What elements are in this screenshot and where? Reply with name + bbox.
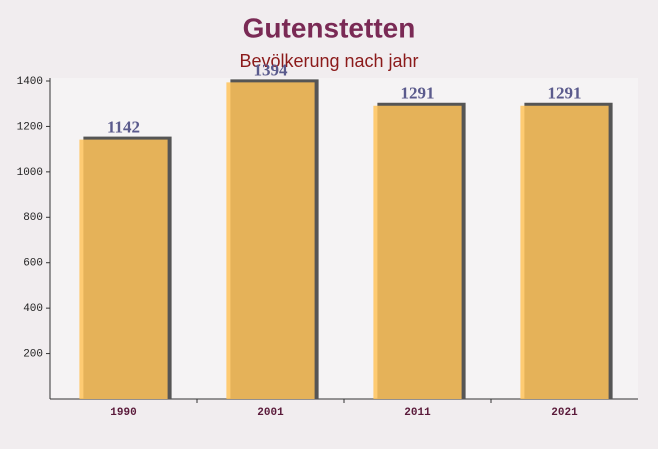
bar (226, 82, 315, 399)
value-label: 1142 (107, 118, 140, 137)
y-tick-label: 200 (23, 348, 43, 360)
chart-subtitle: Bevölkerung nach jahr (239, 51, 418, 71)
y-tick-label: 800 (23, 212, 43, 224)
x-tick-label: 2001 (257, 407, 284, 419)
x-tick-label: 1990 (110, 407, 136, 419)
x-tick-label: 2021 (551, 407, 578, 419)
bar (79, 139, 168, 400)
value-label: 1394 (254, 60, 289, 79)
value-label: 1291 (548, 84, 582, 103)
bar (373, 105, 462, 399)
y-tick-label: 600 (23, 258, 43, 270)
y-tick-label: 1400 (17, 76, 43, 88)
y-tick-label: 400 (23, 303, 43, 315)
y-tick-label: 1000 (17, 167, 43, 179)
y-tick-label: 1200 (17, 121, 43, 133)
bar (520, 105, 609, 399)
x-tick-label: 2011 (404, 407, 431, 419)
value-label: 1291 (401, 84, 435, 103)
chart-title: Gutenstetten (243, 12, 416, 43)
